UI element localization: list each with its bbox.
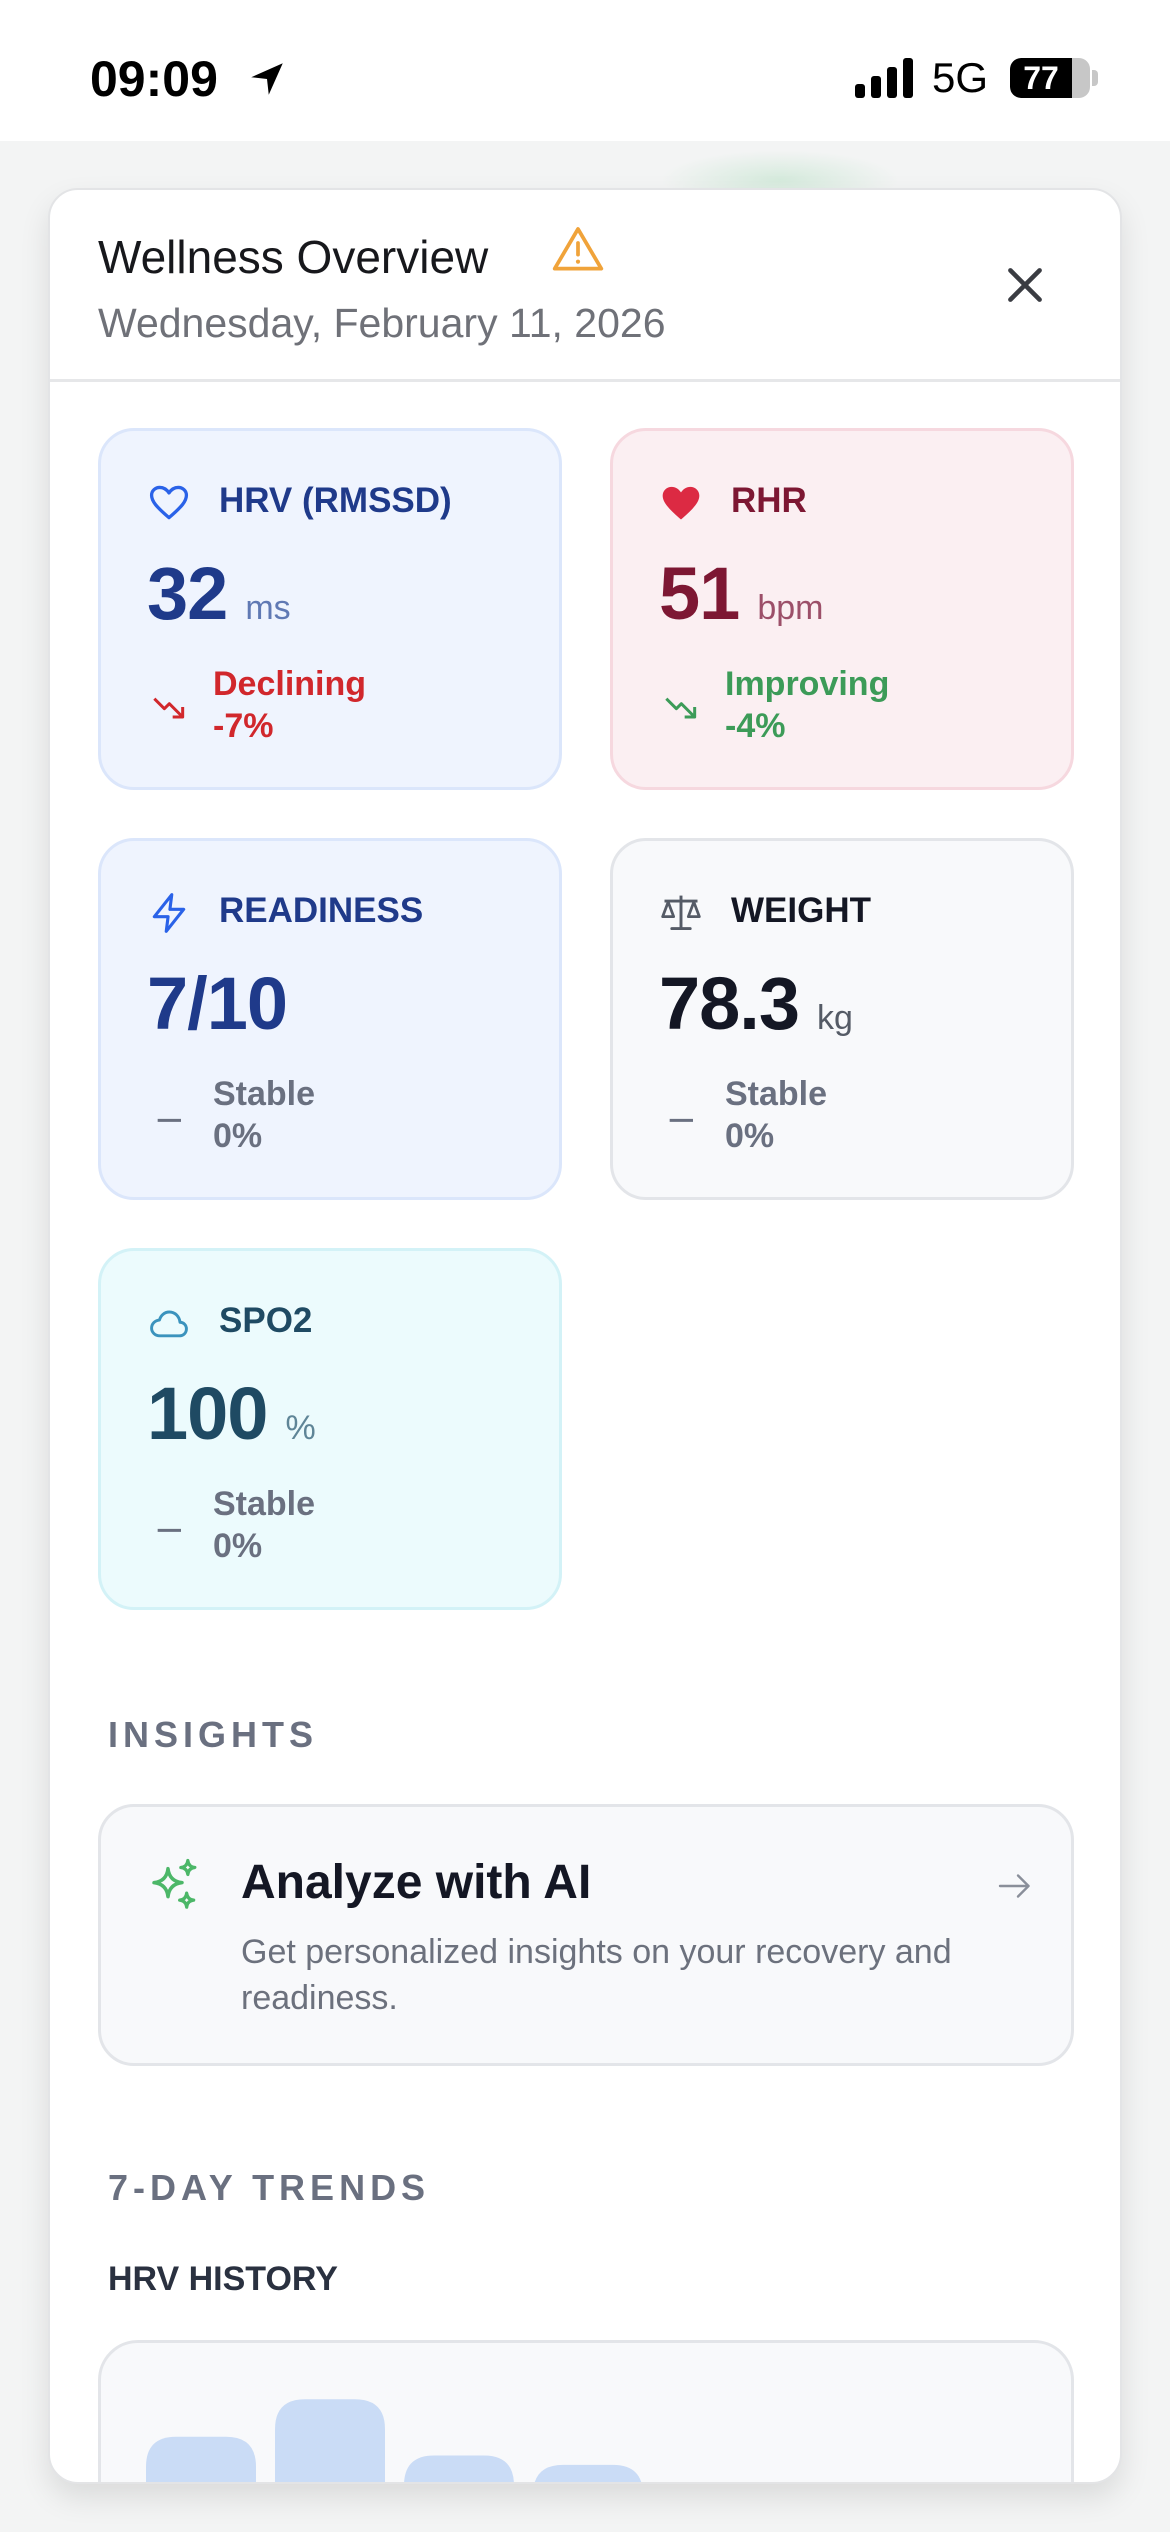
trend-label: Declining [213, 665, 367, 703]
chart-bar [275, 2399, 385, 2482]
trend-down-icon [153, 697, 185, 719]
metric-value-row: 7/10 [147, 961, 288, 1046]
heart-outline-icon [149, 485, 189, 520]
cloud-icon [150, 1310, 188, 1338]
trend-change: 0% [725, 1117, 775, 1155]
dash-icon [157, 1118, 181, 1122]
metric-label: HRV (RMSSD) [219, 481, 452, 520]
insight-title: Analyze with AI [241, 1856, 592, 1909]
trend-down-icon [665, 697, 697, 719]
hrv-bar-chart [146, 2399, 642, 2482]
lightning-icon [152, 893, 186, 933]
date-subtitle: Wednesday, February 11, 2026 [98, 300, 666, 346]
battery-indicator: 77 [1010, 58, 1090, 98]
metric-value: 7/10 [147, 962, 288, 1045]
trend-label: Stable [213, 1485, 316, 1523]
metric-value-row: 100 % [147, 1371, 316, 1456]
metric-value: 78.3 [659, 962, 800, 1045]
close-icon[interactable] [1000, 260, 1050, 310]
battery-percent: 77 [1023, 60, 1059, 96]
battery-fill [1010, 58, 1072, 98]
metric-label: RHR [731, 481, 807, 520]
metric-card-weight[interactable]: WEIGHT 78.3 kg Stable 0% [610, 838, 1074, 1200]
dash-icon [157, 1528, 181, 1532]
arrow-right-icon [998, 1874, 1030, 1898]
hrv-history-title: HRV HISTORY [108, 2260, 338, 2298]
page-title: Wellness Overview [98, 231, 489, 283]
modal-header: Wellness Overview Wednesday, February 11… [50, 190, 1120, 382]
metric-card-hrv[interactable]: HRV (RMSSD) 32 ms Declining -7% [98, 428, 562, 790]
metric-card-rhr[interactable]: RHR 51 bpm Improving -4% [610, 428, 1074, 790]
heart-filled-icon [662, 486, 700, 520]
insights-section-title: INSIGHTS [108, 1714, 319, 1755]
metric-trend: Stable 0% [725, 1073, 827, 1157]
chart-bar [146, 2436, 256, 2482]
trend-label: Improving [725, 665, 890, 703]
trend-label: Stable [213, 1075, 316, 1113]
location-arrow-icon [251, 63, 283, 95]
hrv-history-chart [98, 2340, 1074, 2482]
insight-description: Get personalized insights on your recove… [241, 1933, 952, 2017]
metric-value: 32 [147, 552, 228, 635]
analyze-with-ai-card[interactable]: Analyze with AI Get personalized insight… [98, 1804, 1074, 2066]
metric-trend: Stable 0% [213, 1483, 315, 1567]
metric-unit: bpm [757, 589, 824, 627]
status-bar: 09:09 5G 77 [0, 0, 1170, 141]
metric-label: READINESS [219, 891, 424, 930]
trend-change: 0% [213, 1527, 263, 1565]
metric-value-row: 51 bpm [659, 551, 823, 636]
metric-label: WEIGHT [731, 891, 871, 930]
metric-card-readiness[interactable]: READINESS 7/10 Stable 0% [98, 838, 562, 1200]
trend-change: 0% [213, 1117, 263, 1155]
metric-trend: Stable 0% [213, 1073, 315, 1157]
metric-value-row: 32 ms [147, 551, 291, 636]
warning-triangle-icon[interactable] [549, 222, 607, 278]
trend-change: -7% [213, 707, 274, 745]
trends-section-title: 7-DAY TRENDS [108, 2167, 431, 2208]
wellness-overview-modal: Wellness Overview Wednesday, February 11… [48, 188, 1122, 2484]
cellular-signal-icon [855, 58, 913, 98]
chart-bar [534, 2464, 642, 2482]
network-type: 5G [932, 54, 989, 101]
metric-trend: Improving -4% [725, 663, 889, 747]
trend-change: -4% [725, 707, 786, 745]
sparkles-icon [152, 1858, 197, 1909]
scale-icon [661, 895, 701, 931]
metric-value: 51 [659, 552, 740, 635]
metric-value-row: 78.3 kg [659, 961, 853, 1046]
dash-icon [669, 1118, 693, 1122]
metric-card-spo2[interactable]: SPO2 100 % Stable 0% [98, 1248, 562, 1610]
status-time: 09:09 [90, 51, 218, 107]
metric-unit: % [285, 1409, 316, 1447]
metric-unit: ms [245, 589, 291, 627]
metric-value: 100 [147, 1372, 268, 1455]
chart-bar [404, 2455, 514, 2482]
metric-unit: kg [817, 999, 853, 1037]
metric-trend: Declining -7% [213, 663, 366, 747]
metric-label: SPO2 [219, 1301, 313, 1340]
trend-label: Stable [725, 1075, 828, 1113]
battery-cap [1092, 70, 1098, 86]
